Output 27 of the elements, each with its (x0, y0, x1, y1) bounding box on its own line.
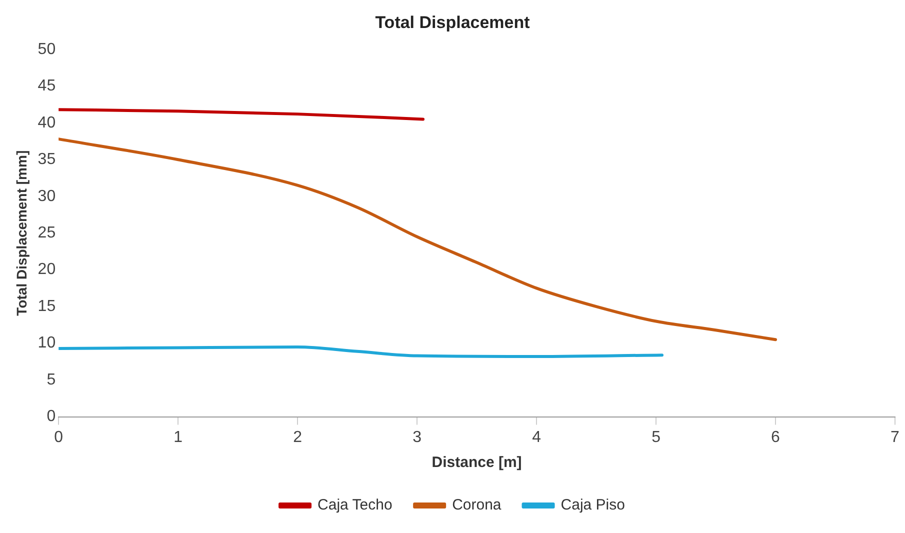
line-series (58, 138, 778, 342)
y-tick-label: 45 (38, 78, 56, 95)
x-tick-label: 4 (532, 428, 542, 446)
x-tick-label: 3 (412, 428, 422, 446)
y-tick-label: 10 (38, 334, 56, 352)
chart-title: Total Displacement (375, 12, 530, 32)
y-tick-label: 35 (38, 151, 56, 168)
legend-label: Caja Techo (318, 496, 392, 514)
y-tick-label: 20 (38, 261, 56, 278)
y-tick-label: 30 (38, 188, 56, 205)
x-axis-title: Distance [m] (432, 454, 522, 472)
x-tick-label: 2 (293, 428, 302, 446)
line-series (58, 108, 425, 121)
y-tick-label: 40 (38, 114, 56, 132)
line-series (58, 345, 664, 358)
y-tick-label: 5 (46, 371, 56, 388)
x-tick-label: 6 (771, 428, 780, 446)
x-tick-label: 7 (890, 428, 900, 446)
y-axis-title: Total Displacement [mm] (13, 150, 30, 316)
legend-label: Corona (452, 496, 502, 514)
y-tick-label: 50 (38, 40, 56, 58)
y-tick-label: 0 (46, 408, 56, 426)
x-tick-label: 1 (174, 428, 183, 446)
legend-label: Caja Piso (560, 496, 625, 514)
x-tick-label: 5 (652, 428, 661, 446)
y-tick-label: 15 (38, 298, 56, 315)
y-tick-label: 25 (38, 224, 56, 242)
